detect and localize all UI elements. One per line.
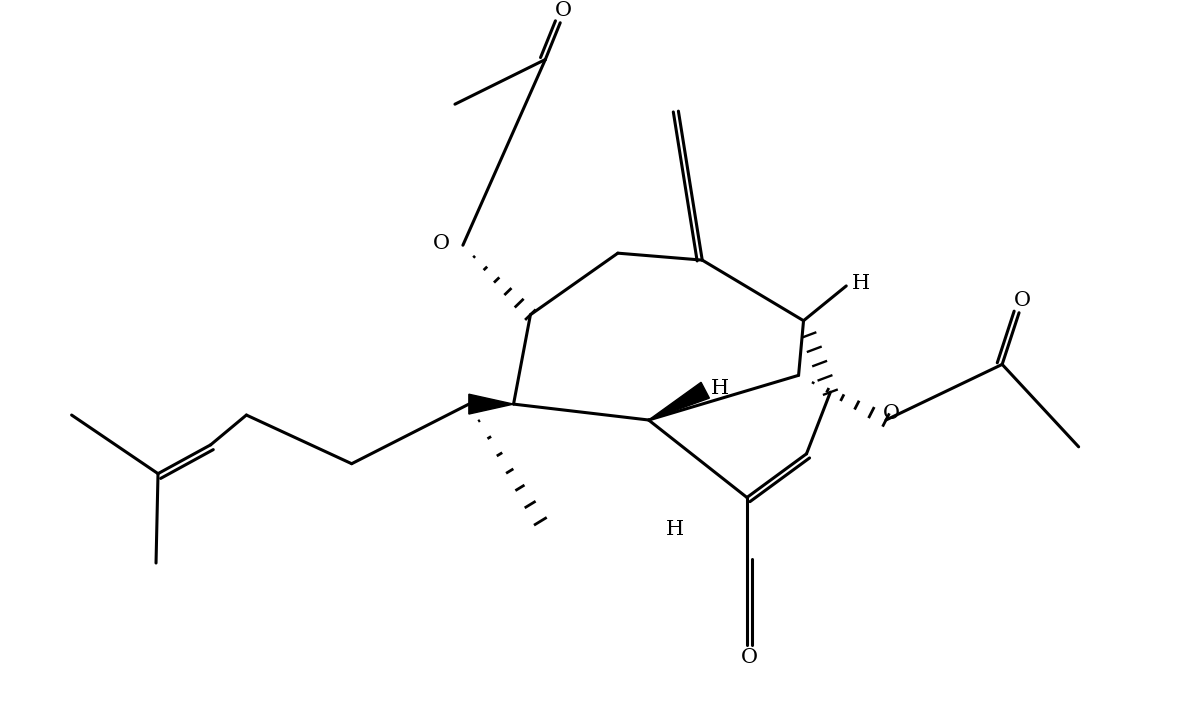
Text: O: O [882, 403, 899, 422]
Polygon shape [649, 382, 709, 420]
Polygon shape [468, 394, 514, 414]
Text: O: O [433, 234, 449, 253]
Text: O: O [555, 1, 572, 21]
Text: H: H [852, 275, 871, 293]
Text: H: H [712, 378, 729, 398]
Text: O: O [1014, 291, 1031, 310]
Text: H: H [667, 520, 684, 539]
Text: O: O [740, 648, 758, 667]
